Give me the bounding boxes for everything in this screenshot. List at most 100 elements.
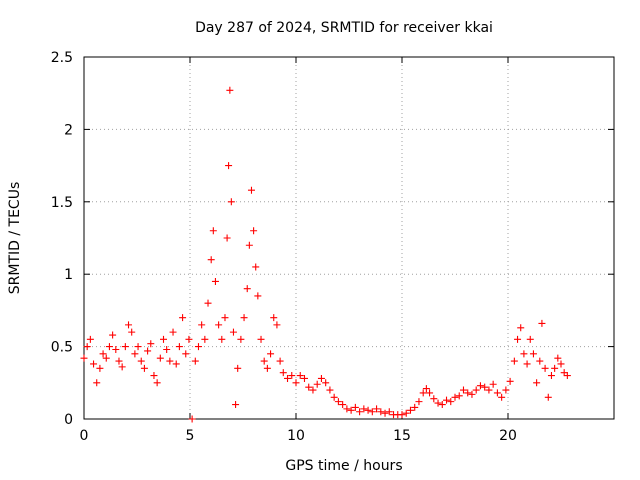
grid-lines (84, 57, 614, 419)
data-point (270, 314, 278, 322)
x-axis-title: GPS time / hours (285, 458, 402, 474)
data-point (223, 234, 231, 242)
data-point (179, 314, 187, 322)
data-point (252, 263, 260, 271)
x-tick-label: 15 (393, 428, 411, 444)
chart-title: Day 287 of 2024, SRMTID for receiver kka… (195, 20, 493, 36)
data-point (115, 357, 123, 365)
y-tick-label: 1 (64, 267, 73, 283)
data-point (330, 393, 338, 401)
data-points (80, 86, 571, 423)
data-point (144, 347, 152, 355)
data-point (351, 403, 359, 411)
data-point (300, 374, 308, 382)
data-point (80, 354, 88, 362)
data-point (368, 408, 376, 416)
data-point (221, 314, 229, 322)
data-point (544, 393, 552, 401)
data-point (541, 364, 549, 372)
data-point (347, 406, 355, 414)
data-point (557, 360, 565, 368)
data-point (198, 321, 206, 329)
data-point (112, 345, 120, 353)
data-point (134, 343, 142, 351)
data-point (247, 186, 255, 194)
data-point (245, 241, 253, 249)
data-point (188, 415, 196, 423)
tick-labels: 0 5 10 15 20 0 0.5 1 1.5 2 2.5 (51, 50, 517, 444)
data-point (481, 383, 489, 391)
data-point (459, 386, 467, 394)
data-point (343, 405, 351, 413)
data-point (430, 395, 438, 403)
data-point (339, 401, 347, 409)
y-tick-label: 0.5 (51, 340, 73, 356)
data-point (140, 364, 148, 372)
data-point (422, 385, 430, 393)
y-tick-label: 0 (64, 412, 73, 428)
data-point (334, 398, 342, 406)
data-point (125, 321, 133, 329)
data-point (547, 372, 555, 380)
data-point (406, 406, 414, 414)
data-point (121, 343, 129, 351)
data-point (381, 409, 389, 417)
data-point (254, 292, 262, 300)
data-point (237, 335, 245, 343)
data-point (468, 390, 476, 398)
data-point (464, 389, 472, 397)
y-tick-label: 2 (64, 122, 73, 138)
data-point (292, 379, 300, 387)
data-point (529, 350, 537, 358)
data-point (476, 382, 484, 390)
data-point (284, 374, 292, 382)
data-point (385, 408, 393, 416)
data-point (317, 374, 325, 382)
data-point (267, 350, 275, 358)
data-point (398, 411, 406, 419)
data-point (426, 389, 434, 397)
data-point (502, 386, 510, 394)
data-point (533, 379, 541, 387)
data-point (83, 343, 91, 351)
y-axis-title: SRMTID / TECUs (7, 182, 23, 295)
data-point (411, 403, 419, 411)
data-point (160, 335, 167, 343)
data-point (377, 408, 385, 416)
data-point (185, 335, 193, 343)
data-point (263, 364, 271, 372)
data-point (322, 379, 330, 387)
data-point (204, 299, 212, 307)
data-point (489, 380, 497, 388)
data-point (102, 354, 110, 362)
y-tick-label: 2.5 (51, 50, 73, 66)
data-point (191, 357, 199, 365)
data-point (485, 386, 493, 394)
data-point (560, 369, 568, 377)
data-point (147, 340, 155, 348)
data-point (326, 386, 334, 394)
data-point (163, 345, 171, 353)
data-point (207, 256, 215, 264)
data-point (172, 360, 180, 368)
data-point (93, 379, 101, 387)
data-point (128, 328, 136, 336)
data-point (194, 343, 202, 351)
data-point (305, 383, 313, 391)
data-point (517, 324, 525, 332)
data-point (520, 350, 528, 358)
data-point (563, 372, 571, 380)
data-point (273, 321, 281, 329)
data-point (90, 360, 98, 368)
data-point (402, 409, 410, 417)
data-point (551, 364, 559, 372)
data-point (360, 405, 368, 413)
data-point (209, 227, 217, 235)
data-point (276, 357, 284, 365)
data-point (166, 357, 174, 365)
data-point (472, 386, 480, 394)
data-point (96, 364, 104, 372)
data-point (99, 350, 107, 358)
data-point (118, 363, 126, 371)
